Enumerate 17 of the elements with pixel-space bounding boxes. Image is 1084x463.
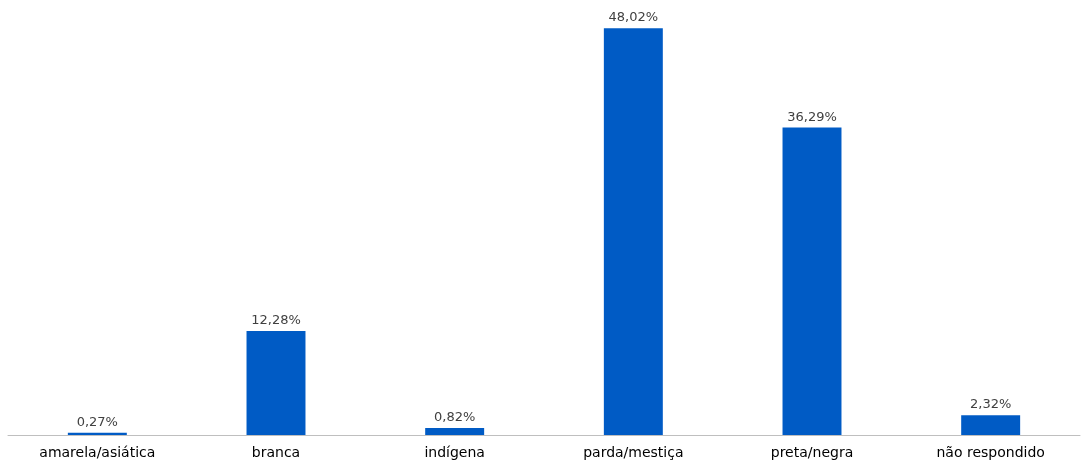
data-label: 2,32% (970, 396, 1012, 412)
bar (603, 28, 663, 435)
bar (782, 127, 842, 435)
bar (961, 415, 1021, 435)
x-tick-label: branca (251, 444, 301, 460)
data-label: 36,29% (787, 108, 837, 124)
bar (246, 330, 306, 435)
x-tick-label: indígena (424, 444, 485, 460)
x-tick-label: parda/mestiça (583, 444, 684, 460)
x-tick-label: amarela/asiática (39, 444, 156, 460)
bar (425, 428, 485, 435)
data-label: 48,02% (608, 9, 659, 25)
data-label: 12,28% (251, 311, 301, 327)
data-label: 0,82% (434, 409, 476, 425)
x-tick-label: não respondido (936, 444, 1045, 460)
data-label: 0,27% (76, 413, 118, 429)
x-tick-label: preta/negra (770, 444, 854, 460)
